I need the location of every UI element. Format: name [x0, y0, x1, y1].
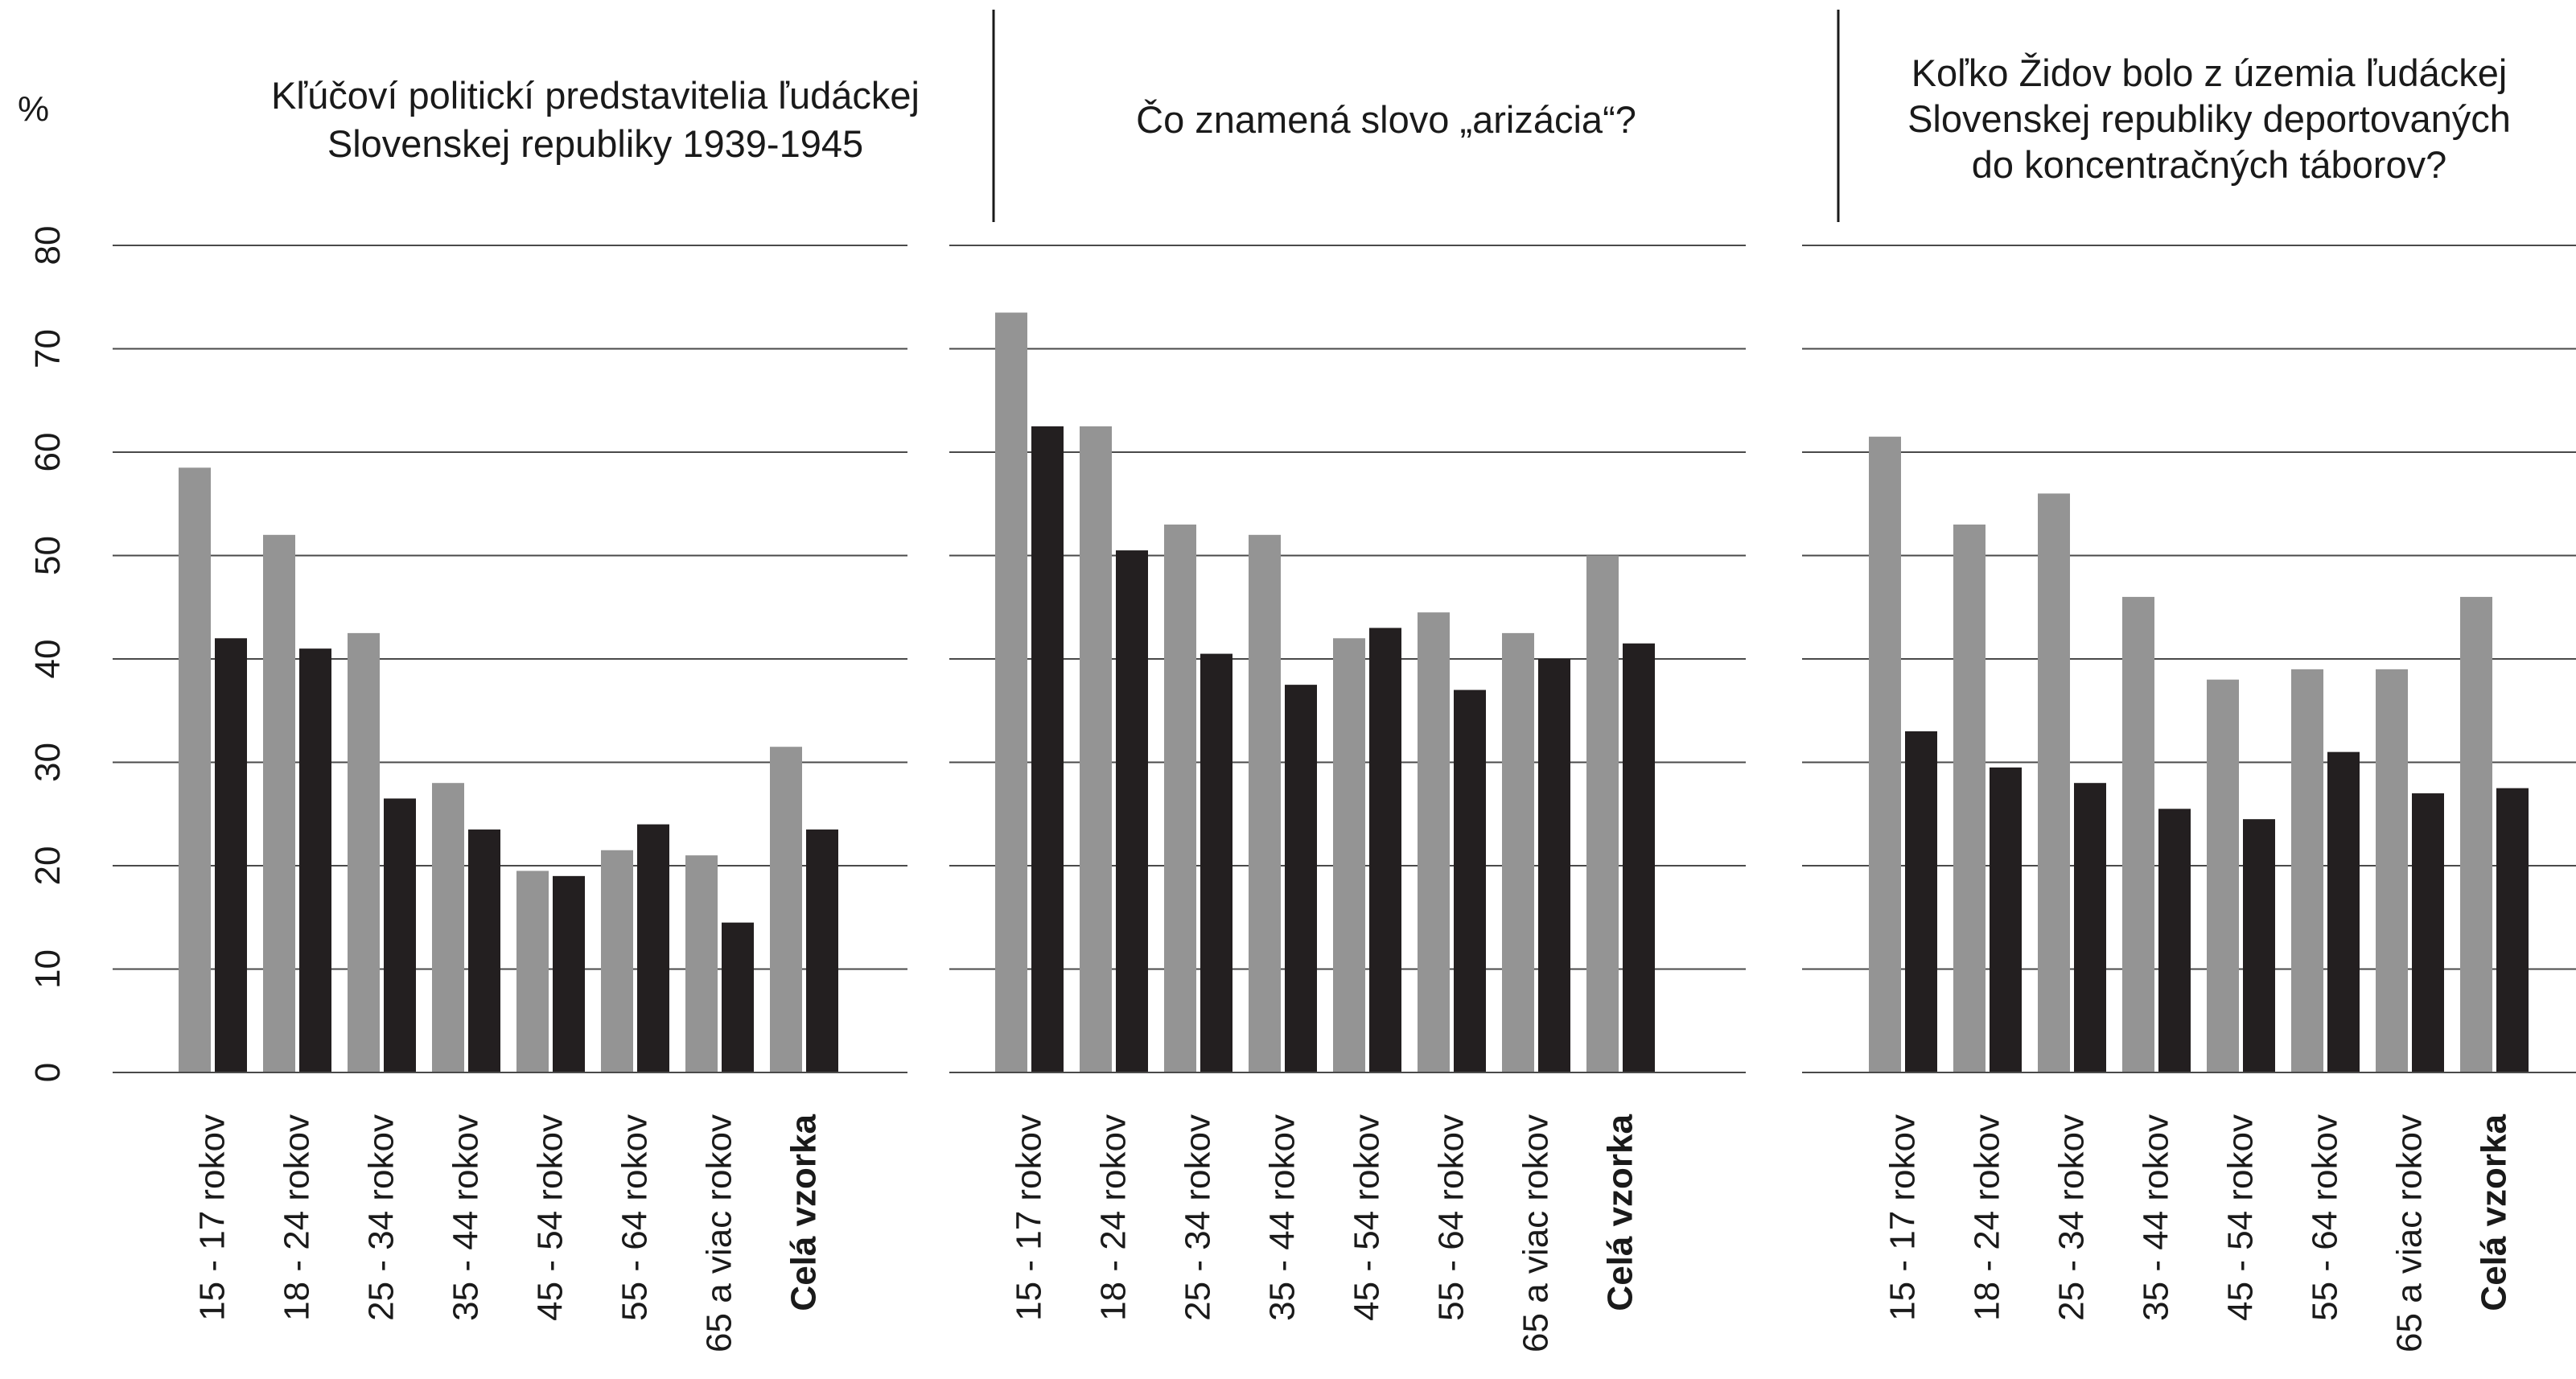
- bar: [2496, 788, 2529, 1072]
- bar: [2243, 819, 2275, 1072]
- bar: [1333, 638, 1365, 1072]
- category-label: Celá vzorka: [1601, 1113, 1640, 1311]
- chart-panel-1: Kľúčoví politickí predstavitelia ľudácke…: [113, 74, 920, 1352]
- chart-panel-3: Koľko Židov bolo z územia ľudáckejSloven…: [1802, 51, 2576, 1352]
- category-label: 18 - 24 rokov: [278, 1114, 317, 1321]
- chart-title-line: Kľúčoví politickí predstavitelia ľudácke…: [271, 74, 920, 117]
- bar: [432, 783, 464, 1072]
- bar: [1623, 643, 1655, 1072]
- unit-label: %: [18, 89, 49, 129]
- bar: [1905, 731, 1937, 1072]
- bar: [2158, 809, 2191, 1072]
- bar: [2460, 596, 2492, 1072]
- y-tick-label: 20: [28, 846, 68, 886]
- bar: [722, 922, 754, 1072]
- category-label: 65 a viac rokov: [2390, 1114, 2430, 1352]
- bar: [215, 638, 247, 1072]
- category-label: 18 - 24 rokov: [1094, 1114, 1134, 1321]
- bar: [1116, 550, 1148, 1072]
- category-label: 15 - 17 rokov: [1883, 1114, 1923, 1321]
- chart-title-line: do koncentračných táborov?: [1972, 143, 2446, 186]
- category-label: 18 - 24 rokov: [1968, 1114, 2007, 1321]
- bar: [806, 829, 838, 1072]
- y-tick-label: 10: [28, 949, 68, 989]
- bar: [1369, 628, 1401, 1072]
- bar: [2074, 783, 2106, 1072]
- bar: [2412, 793, 2444, 1072]
- bar: [2327, 751, 2360, 1072]
- bar: [2376, 669, 2408, 1072]
- chart-title-line: Koľko Židov bolo z územia ľudáckej: [1911, 51, 2508, 94]
- category-label: 45 - 54 rokov: [1348, 1114, 1387, 1321]
- y-tick-label: 0: [28, 1063, 68, 1082]
- category-label: 25 - 34 rokov: [362, 1114, 401, 1321]
- bar: [1249, 534, 1281, 1072]
- bar: [553, 875, 585, 1072]
- bar: [1538, 659, 1570, 1072]
- bar: [2038, 493, 2070, 1072]
- category-label: 25 - 34 rokov: [1179, 1114, 1218, 1321]
- category-label: 35 - 44 rokov: [1263, 1114, 1302, 1321]
- chart-panel-2: Čo znamená slovo „arizácia“? 15 - 17 roko…: [949, 98, 1746, 1352]
- category-label: 45 - 54 rokov: [2221, 1114, 2261, 1321]
- bar: [685, 855, 718, 1072]
- bar: [1164, 524, 1196, 1072]
- category-label: 65 a viac rokov: [1516, 1114, 1556, 1352]
- bar: [1200, 653, 1232, 1072]
- bar: [995, 312, 1027, 1072]
- bar: [2291, 669, 2323, 1072]
- y-tick-label: 80: [28, 226, 68, 266]
- y-tick-label: 60: [28, 433, 68, 472]
- chart-title-line: Čo znamená slovo „arizácia“?: [1136, 98, 1636, 141]
- chart-title-line: Slovenskej republiky 1939-1945: [327, 122, 863, 165]
- bar: [1080, 426, 1112, 1072]
- bar: [179, 467, 211, 1072]
- bar: [263, 534, 295, 1072]
- bar: [1586, 555, 1619, 1072]
- bar: [348, 632, 380, 1072]
- category-label: Celá vzorka: [2475, 1113, 2514, 1311]
- bar: [1502, 632, 1534, 1072]
- bar: [299, 648, 331, 1072]
- bar: [601, 850, 633, 1072]
- category-label: 35 - 44 rokov: [446, 1114, 486, 1321]
- bar: [637, 824, 669, 1072]
- y-tick-label: 30: [28, 743, 68, 782]
- category-label: 15 - 17 rokov: [1010, 1114, 1049, 1321]
- chart-title-line: Slovenskej republiky deportovaných: [1907, 97, 2511, 140]
- bar: [2122, 596, 2154, 1072]
- category-label: Celá vzorka: [784, 1113, 824, 1311]
- category-label: 55 - 64 rokov: [1432, 1114, 1471, 1321]
- bar: [770, 747, 802, 1072]
- bar: [516, 871, 549, 1072]
- category-label: 65 a viac rokov: [700, 1114, 739, 1352]
- category-label: 15 - 17 rokov: [193, 1114, 232, 1321]
- category-label: 55 - 64 rokov: [615, 1114, 655, 1321]
- category-label: 25 - 34 rokov: [2052, 1114, 2092, 1321]
- bar: [1953, 524, 1985, 1072]
- bar: [1869, 436, 1901, 1072]
- y-tick-label: 40: [28, 640, 68, 679]
- bar: [1285, 685, 1317, 1072]
- bar: [1031, 426, 1064, 1072]
- bar: [1990, 767, 2022, 1072]
- category-label: 55 - 64 rokov: [2306, 1114, 2345, 1321]
- bar: [384, 798, 416, 1072]
- bar: [1454, 690, 1486, 1072]
- bar: [2207, 679, 2239, 1072]
- y-tick-label: 70: [28, 329, 68, 368]
- bar: [468, 829, 500, 1072]
- y-tick-label: 50: [28, 536, 68, 575]
- category-label: 45 - 54 rokov: [531, 1114, 570, 1321]
- category-label: 35 - 44 rokov: [2137, 1114, 2176, 1321]
- bar: [1418, 612, 1450, 1072]
